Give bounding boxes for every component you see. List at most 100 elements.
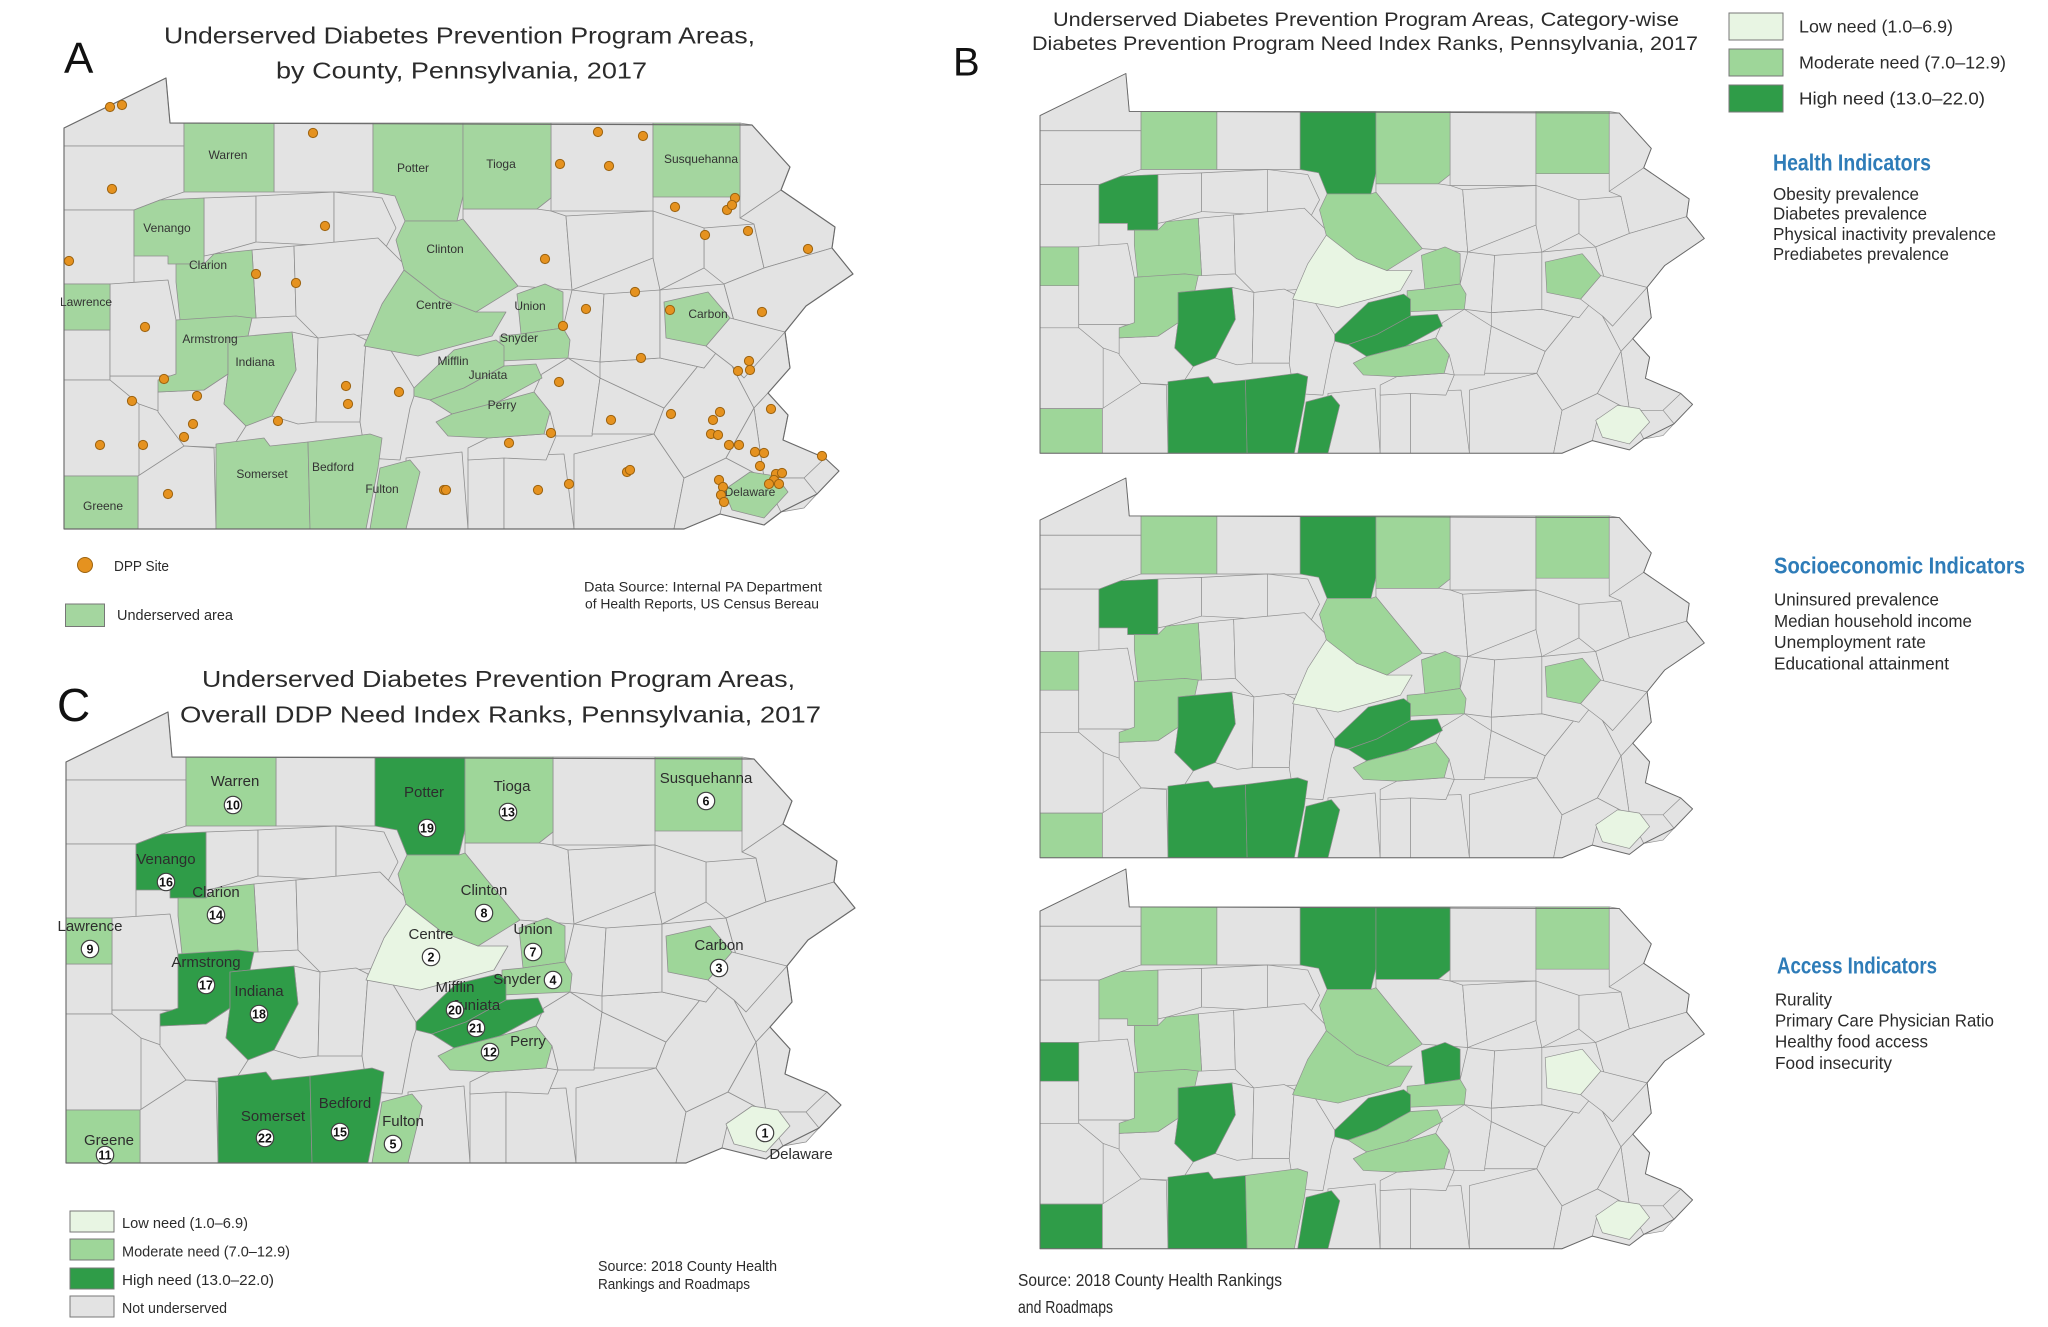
svg-text:Low need (1.0–6.9): Low need (1.0–6.9) (122, 1215, 248, 1232)
svg-text:Source: 2018 County Health Ran: Source: 2018 County Health Rankings (1018, 1270, 1282, 1290)
svg-text:Indiana: Indiana (234, 983, 284, 1000)
svg-text:14: 14 (209, 908, 223, 922)
svg-text:Socioeconomic Indicators: Socioeconomic Indicators (1774, 553, 2025, 579)
svg-text:Data Source: Internal PA Depar: Data Source: Internal PA Department (584, 579, 822, 595)
svg-text:Warren: Warren (211, 773, 260, 790)
svg-text:Potter: Potter (397, 161, 429, 175)
svg-text:11: 11 (98, 1148, 111, 1162)
svg-text:8: 8 (481, 906, 488, 920)
svg-text:2: 2 (428, 950, 435, 964)
svg-text:3: 3 (716, 961, 723, 975)
svg-text:Delaware: Delaware (725, 485, 776, 499)
svg-text:Underserved Diabetes Preventio: Underserved Diabetes Prevention Program … (1053, 10, 1679, 31)
svg-text:19: 19 (420, 821, 434, 835)
svg-text:Bedford: Bedford (319, 1095, 372, 1112)
svg-text:Moderate need (7.0–12.9): Moderate need (7.0–12.9) (1799, 53, 2006, 73)
svg-text:A: A (64, 34, 94, 83)
svg-text:Not underserved: Not underserved (122, 1300, 227, 1317)
svg-text:Greene: Greene (83, 499, 123, 513)
svg-text:Tioga: Tioga (486, 157, 516, 171)
svg-text:Armstrong: Armstrong (171, 954, 240, 971)
svg-text:Source: 2018 County Health: Source: 2018 County Health (598, 1258, 777, 1275)
svg-text:Warren: Warren (209, 148, 248, 162)
svg-text:Rurality: Rurality (1775, 990, 1832, 1010)
svg-text:Physical inactivity prevalence: Physical inactivity prevalence (1773, 224, 1996, 244)
svg-text:Tioga: Tioga (494, 778, 532, 795)
svg-text:Greene: Greene (84, 1132, 134, 1149)
svg-text:Rankings and Roadmaps: Rankings and Roadmaps (598, 1276, 750, 1293)
svg-text:B: B (953, 41, 980, 85)
svg-text:Mifflin: Mifflin (437, 354, 468, 368)
svg-text:Fulton: Fulton (382, 1113, 424, 1130)
svg-text:Armstrong: Armstrong (182, 332, 237, 346)
svg-text:Potter: Potter (404, 784, 444, 801)
svg-text:Delaware: Delaware (769, 1146, 832, 1163)
svg-text:Obesity prevalence: Obesity prevalence (1773, 184, 1919, 204)
svg-text:Carbon: Carbon (688, 307, 727, 321)
svg-text:Primary Care Physician Ratio: Primary Care Physician Ratio (1775, 1011, 1994, 1031)
svg-text:Food insecurity: Food insecurity (1775, 1053, 1892, 1073)
svg-text:Clinton: Clinton (426, 242, 463, 256)
svg-text:Diabetes Prevention Program Ne: Diabetes Prevention Program Need Index R… (1032, 34, 1698, 55)
svg-text:21: 21 (469, 1021, 483, 1035)
svg-text:Mifflin: Mifflin (436, 979, 475, 996)
svg-text:Healthy food access: Healthy food access (1775, 1032, 1928, 1052)
svg-text:Overall DDP Need Index Ranks,: Overall DDP Need Index Ranks, Pennsylvan… (180, 701, 821, 727)
svg-text:Educational attainment: Educational attainment (1774, 654, 1949, 674)
svg-text:DPP Site: DPP Site (114, 558, 169, 575)
svg-text:Clarion: Clarion (189, 258, 227, 272)
svg-text:Clinton: Clinton (461, 882, 508, 899)
svg-text:Uninsured prevalence: Uninsured prevalence (1774, 590, 1939, 610)
svg-text:Union: Union (513, 921, 552, 938)
svg-text:Perry: Perry (488, 398, 517, 412)
svg-text:Access Indicators: Access Indicators (1777, 953, 1937, 979)
svg-text:Susquehanna: Susquehanna (664, 152, 738, 166)
svg-text:6: 6 (703, 794, 710, 808)
svg-text:Fulton: Fulton (365, 482, 398, 496)
svg-text:Unemployment rate: Unemployment rate (1774, 632, 1926, 652)
svg-text:Snyder: Snyder (500, 331, 538, 345)
svg-text:16: 16 (159, 875, 173, 889)
svg-text:Clarion: Clarion (192, 884, 240, 901)
svg-text:Centre: Centre (408, 926, 453, 943)
svg-text:Somerset: Somerset (236, 467, 288, 481)
svg-text:7: 7 (530, 945, 537, 959)
svg-text:Prediabetes prevalence: Prediabetes prevalence (1773, 244, 1949, 264)
svg-text:15: 15 (333, 1125, 347, 1139)
svg-text:1: 1 (762, 1126, 769, 1140)
svg-text:Moderate need (7.0–12.9): Moderate need (7.0–12.9) (122, 1243, 290, 1260)
svg-text:Centre: Centre (416, 298, 452, 312)
svg-text:4: 4 (550, 973, 557, 987)
svg-text:High need (13.0–22.0): High need (13.0–22.0) (122, 1272, 274, 1289)
svg-text:and Roadmaps: and Roadmaps (1018, 1297, 1113, 1317)
svg-text:Susquehanna: Susquehanna (660, 770, 753, 787)
svg-text:Underserved area: Underserved area (117, 607, 234, 624)
svg-text:Lawrence: Lawrence (60, 295, 112, 309)
svg-text:10: 10 (226, 798, 240, 812)
svg-text:18: 18 (252, 1007, 266, 1021)
svg-text:C: C (57, 679, 90, 731)
svg-text:Venango: Venango (136, 851, 195, 868)
svg-text:Median household income: Median household income (1774, 611, 1972, 631)
svg-text:Underserved Diabetes Preventio: Underserved Diabetes Prevention Program … (202, 666, 795, 692)
svg-text:of Health Reports, US Census B: of Health Reports, US Census Bereau (585, 596, 819, 612)
svg-text:Lawrence: Lawrence (57, 918, 122, 935)
svg-text:Diabetes prevalence: Diabetes prevalence (1773, 204, 1927, 224)
svg-text:5: 5 (390, 1137, 397, 1151)
svg-text:Venango: Venango (143, 221, 191, 235)
svg-text:17: 17 (199, 978, 213, 992)
svg-text:20: 20 (448, 1003, 462, 1017)
svg-text:Underserved Diabetes Preventio: Underserved Diabetes Prevention Program … (164, 22, 755, 48)
svg-text:9: 9 (87, 942, 94, 956)
svg-text:Low need (1.0–6.9): Low need (1.0–6.9) (1799, 17, 1953, 37)
svg-text:Union: Union (514, 299, 545, 313)
svg-text:Somerset: Somerset (241, 1108, 306, 1125)
svg-text:Indiana: Indiana (235, 355, 275, 369)
svg-text:High need (13.0–22.0): High need (13.0–22.0) (1799, 89, 1985, 109)
svg-text:22: 22 (258, 1131, 272, 1145)
svg-text:Perry: Perry (510, 1033, 546, 1050)
svg-text:Health Indicators: Health Indicators (1773, 149, 1931, 175)
svg-text:by County, Pennsylvania, 2017: by County, Pennsylvania, 2017 (276, 58, 647, 84)
svg-text:12: 12 (483, 1045, 497, 1059)
svg-text:Juniata: Juniata (469, 368, 508, 382)
